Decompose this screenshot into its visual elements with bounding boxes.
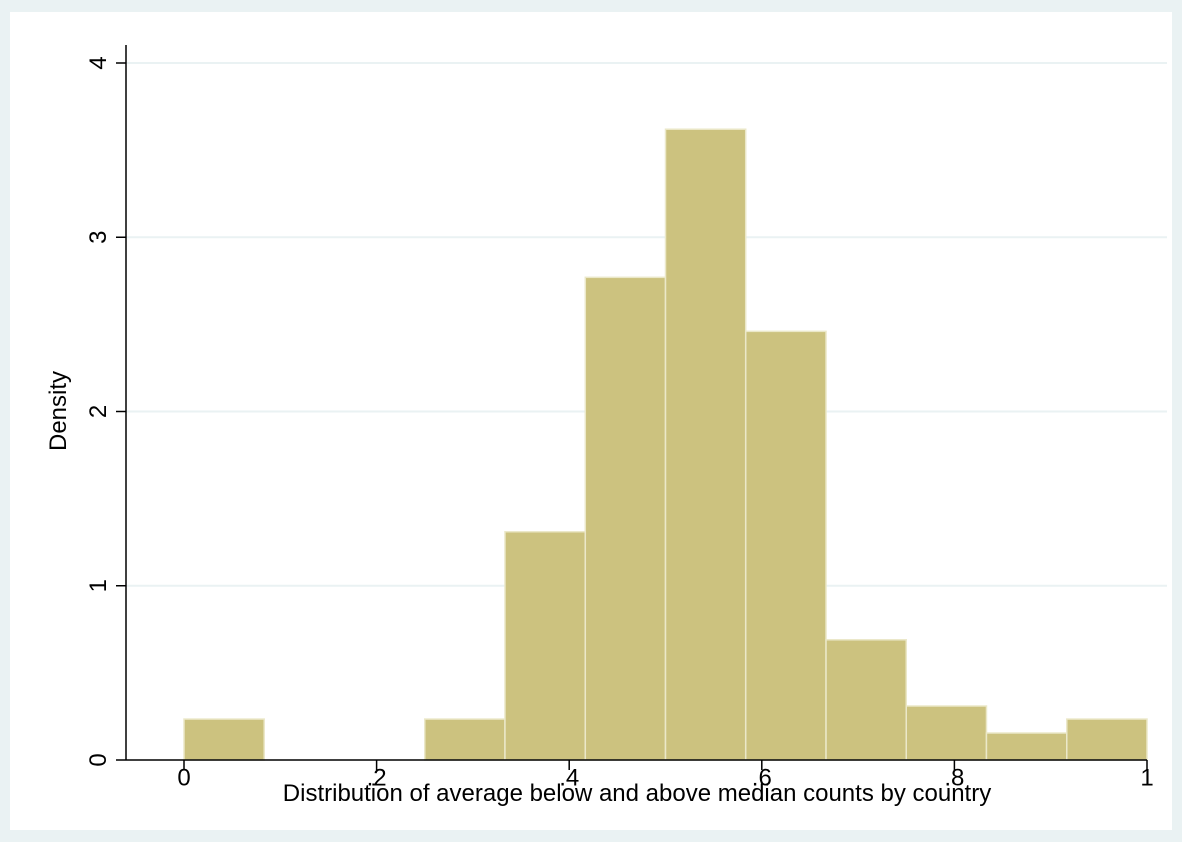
- bar: [985, 732, 1068, 761]
- bar: [504, 530, 587, 761]
- y-tick-label: 4: [85, 56, 112, 69]
- x-tick-label: .2: [367, 764, 387, 791]
- y-tick-label: 2: [85, 405, 112, 418]
- y-tick-label: 0: [85, 753, 112, 766]
- x-tick-label: 0: [177, 764, 190, 791]
- bar: [424, 718, 506, 761]
- x-tick-label: .8: [944, 764, 964, 791]
- bar: [183, 718, 265, 761]
- bar: [744, 330, 827, 761]
- x-tick-label: 1: [1140, 764, 1153, 791]
- bar: [905, 705, 988, 761]
- bar: [664, 128, 747, 761]
- bar: [1066, 718, 1148, 761]
- bar: [584, 276, 667, 761]
- x-tick-label: .6: [752, 764, 772, 791]
- y-tick-label: 1: [85, 579, 112, 592]
- x-tick-label: .4: [559, 764, 579, 791]
- y-axis-title: Density: [45, 371, 72, 451]
- bar: [825, 639, 908, 761]
- x-axis-title: Distribution of average below and above …: [283, 780, 991, 807]
- y-tick-label: 3: [85, 231, 112, 244]
